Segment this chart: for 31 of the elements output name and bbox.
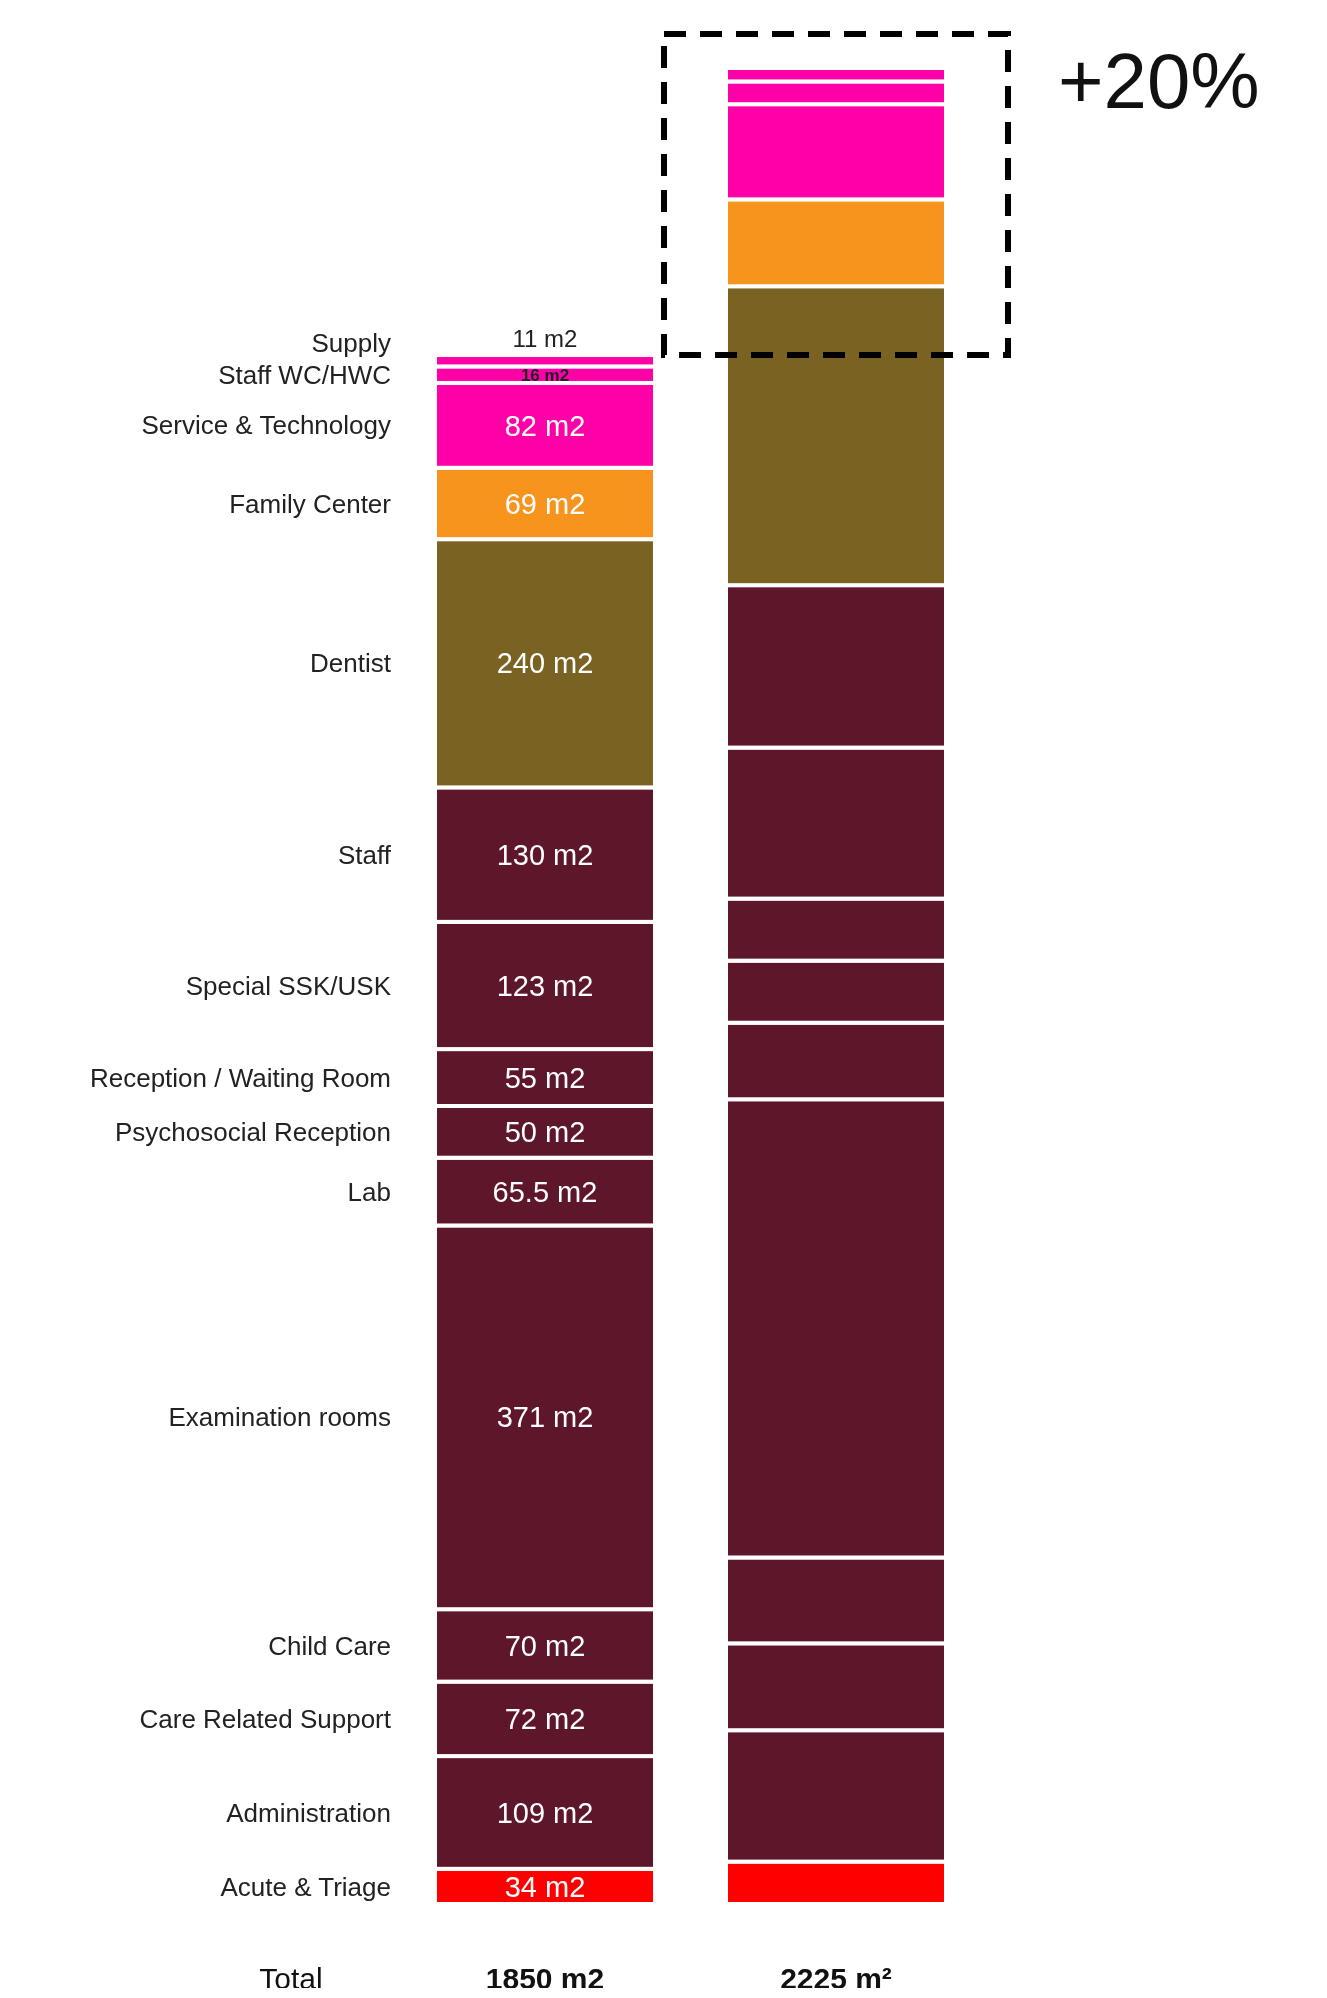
data-label: 72 m2 [504, 1703, 586, 1735]
series-label: Family Center [229, 488, 392, 519]
data-label: 11 m2 [512, 325, 578, 353]
series-label: Acute & Triage [220, 1871, 391, 1902]
series-label: Care Related Support [139, 1703, 392, 1734]
data-label: 240 m2 [496, 647, 594, 680]
data-label: 34 m2 [504, 1870, 586, 1903]
series-label: Service & Technology [141, 410, 391, 441]
data-label: 69 m2 [504, 487, 586, 520]
data-label: 130 m2 [496, 838, 594, 871]
series-label: Staff [337, 839, 392, 870]
series-label: Supply [311, 327, 391, 358]
series-label: Reception / Waiting Room [89, 1062, 391, 1093]
data-label: 50 m2 [504, 1116, 586, 1148]
data-label: 16 m2 [520, 365, 570, 385]
series-label: Staff WC/HWC [218, 359, 391, 390]
text: +20% [1058, 37, 1260, 125]
series-label: Special SSK/USK [185, 970, 392, 1001]
series-label: Administration [226, 1797, 391, 1828]
data-label: 55 m2 [504, 1061, 586, 1094]
data-label: 109 m2 [496, 1796, 594, 1829]
series-label: Psychosocial Reception [114, 1116, 391, 1147]
series-label: Child Care [268, 1630, 391, 1661]
data-label: 371 m2 [496, 1401, 594, 1434]
data-label: 82 m2 [504, 409, 586, 442]
data-label: 65.5 m2 [492, 1175, 598, 1208]
series-label: Lab [347, 1176, 391, 1207]
data-label: 70 m2 [504, 1629, 586, 1662]
series-label: Dentist [310, 648, 392, 679]
data-label: 123 m2 [496, 969, 594, 1002]
series-label: Examination rooms [168, 1402, 391, 1433]
